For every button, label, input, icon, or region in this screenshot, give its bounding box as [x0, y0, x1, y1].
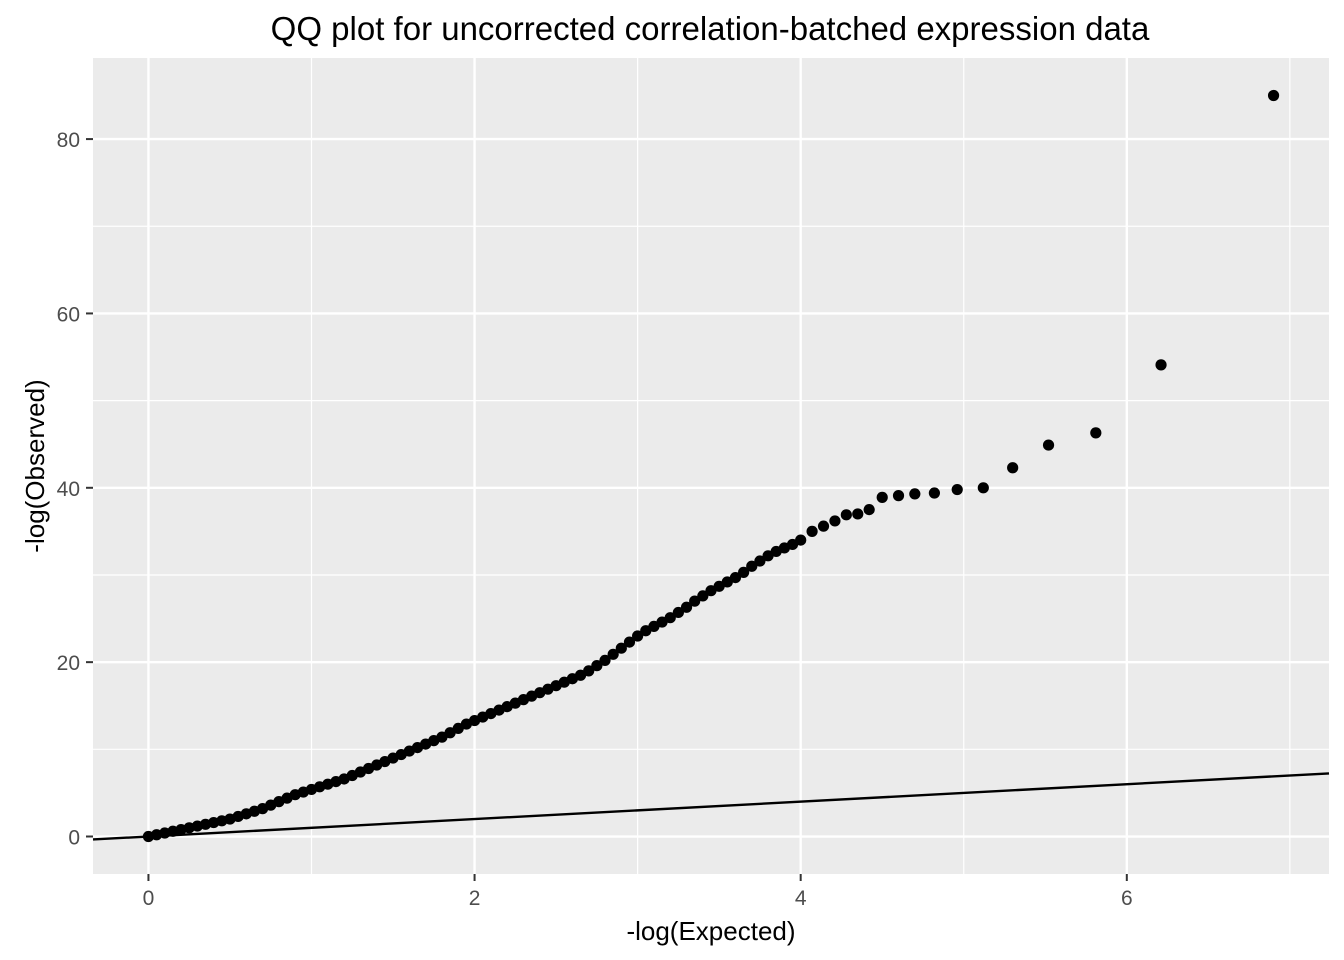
data-point	[1090, 427, 1102, 439]
data-point	[1042, 439, 1055, 451]
data-point	[829, 515, 841, 527]
chart-title: QQ plot for uncorrected correlation-batc…	[271, 10, 1150, 47]
data-point	[607, 648, 619, 660]
x-tick-label: 4	[795, 887, 807, 910]
x-tick-label: 6	[1121, 887, 1133, 910]
data-point	[689, 595, 701, 607]
y-tick-label: 20	[57, 652, 80, 675]
data-point	[729, 571, 742, 584]
x-axis-title: -log(Expected)	[626, 916, 795, 946]
plot-panel	[93, 58, 1329, 874]
data-point	[977, 482, 989, 494]
data-point	[623, 636, 636, 648]
data-point	[806, 525, 818, 537]
data-point	[754, 555, 766, 567]
data-point	[863, 503, 875, 516]
data-point	[1267, 89, 1280, 102]
data-point	[599, 654, 611, 667]
minor-gridlines	[93, 58, 1329, 874]
major-gridlines	[93, 58, 1329, 874]
data-point	[746, 560, 758, 572]
x-tick-label: 2	[469, 887, 481, 910]
data-point	[632, 630, 644, 642]
data-point	[817, 520, 830, 532]
reference-line-layer	[92, 772, 1330, 841]
y-tick-label: 80	[57, 129, 80, 152]
data-point	[1007, 462, 1019, 474]
x-tick-label: 0	[143, 887, 155, 910]
data-point	[697, 590, 709, 602]
data-point	[795, 534, 807, 546]
data-point	[680, 601, 693, 613]
data-point	[876, 491, 888, 503]
data-point	[583, 665, 595, 677]
data-point	[892, 490, 905, 502]
y-tick-label: 40	[57, 478, 80, 501]
y-axis-title: -log(Observed)	[20, 379, 50, 552]
data-point	[840, 509, 852, 521]
x-axis: 0 2 4 6	[143, 874, 1133, 910]
data-point	[951, 483, 963, 496]
y-tick-label: 0	[68, 827, 80, 850]
data-point	[591, 660, 603, 672]
data-points	[142, 89, 1280, 843]
data-point	[738, 566, 750, 578]
data-point	[852, 508, 864, 520]
data-point	[909, 488, 921, 500]
y-axis: 0 20 40 60 80	[57, 129, 93, 850]
data-point	[664, 612, 676, 624]
data-point	[928, 487, 940, 499]
reference-line	[92, 772, 1330, 841]
data-point	[672, 606, 684, 619]
data-point	[1155, 359, 1167, 371]
data-point	[615, 642, 627, 654]
y-tick-label: 60	[57, 303, 80, 326]
